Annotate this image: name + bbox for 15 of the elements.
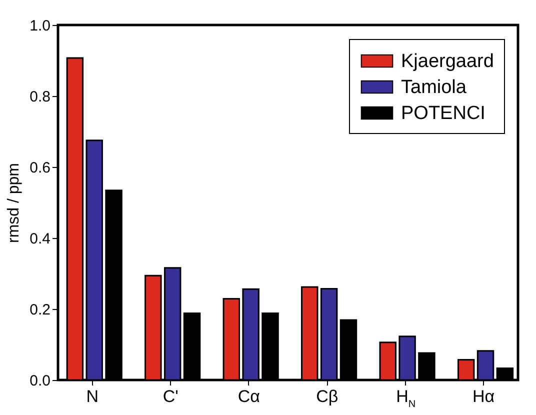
y-tick-label: 0.8 bbox=[30, 88, 50, 106]
x-tick-label: Cβ bbox=[316, 387, 338, 406]
y-tick-label: 1.0 bbox=[30, 18, 50, 34]
y-tick-label: 0.4 bbox=[30, 230, 50, 248]
x-tick-label: N bbox=[86, 387, 99, 406]
y-tick-label: 0.6 bbox=[30, 160, 50, 176]
x-tick-label: Hα bbox=[472, 387, 495, 406]
legend-label: Tamiola bbox=[401, 77, 467, 98]
y-axis-title: rmsd / ppm bbox=[6, 162, 23, 244]
y-tick-label: 0.2 bbox=[30, 302, 50, 318]
legend-label: POTENCI bbox=[401, 103, 486, 124]
x-tick-label: C' bbox=[162, 387, 178, 406]
x-tick-label: Cα bbox=[238, 387, 260, 406]
y-tick-label: 0.0 bbox=[30, 372, 50, 390]
legend-label: Kjaergaard bbox=[401, 51, 494, 72]
